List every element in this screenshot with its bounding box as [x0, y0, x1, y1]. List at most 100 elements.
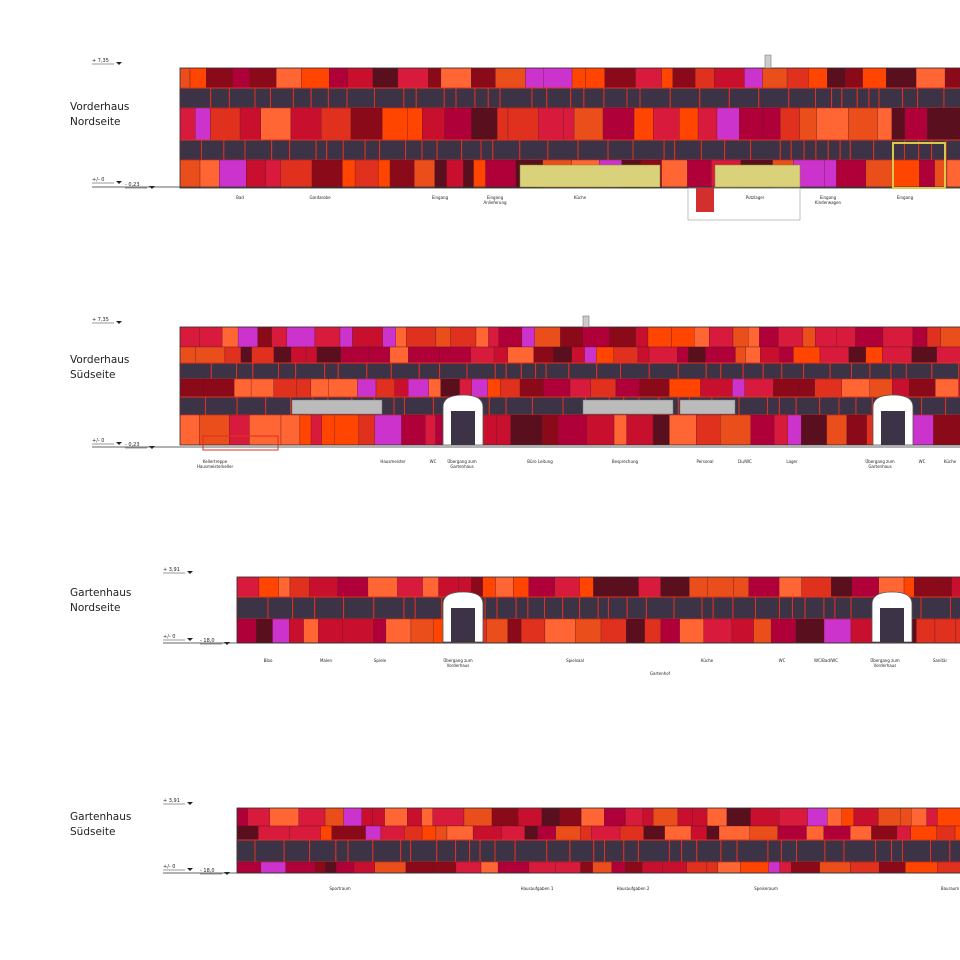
facade-tile [836, 326, 856, 348]
facade-tile [661, 67, 673, 89]
facade-tile [745, 346, 761, 364]
room-label: Lager [786, 459, 798, 464]
facade-tile [660, 576, 690, 598]
facade-tile [339, 326, 353, 348]
facade-tile [660, 618, 680, 644]
level-marker [116, 442, 122, 445]
window-band [314, 596, 345, 620]
window-band [663, 139, 676, 161]
facade-tile [280, 159, 313, 189]
facade-tile [487, 378, 501, 398]
facade-tile [703, 618, 732, 644]
facade-tile [395, 326, 407, 348]
window-band [488, 396, 507, 416]
window-band [637, 839, 670, 863]
facade-tile [584, 346, 597, 364]
window-band [418, 362, 441, 380]
window-band [494, 362, 507, 380]
window-band [520, 362, 537, 380]
window-band [545, 362, 570, 380]
window-band [791, 596, 806, 620]
facade-tile [538, 107, 564, 141]
room-label: Besprechung [612, 459, 639, 464]
facade-tile [592, 861, 612, 874]
window-band [479, 839, 496, 863]
facade-tile [641, 861, 663, 874]
room-label: Speiseraum [754, 886, 778, 891]
facade-tile [524, 825, 538, 841]
room-label: WC/Bad/WC [814, 658, 838, 663]
facade-tile [459, 378, 472, 398]
facade-tile [816, 107, 849, 141]
window-band [346, 87, 375, 109]
window-band [436, 839, 457, 863]
window-band [720, 839, 738, 863]
facade-tile [237, 326, 258, 348]
window-band [393, 396, 405, 416]
facade-tile [320, 825, 332, 841]
window-band [804, 596, 825, 620]
facade-tile [407, 107, 423, 141]
facade-tile [439, 346, 471, 364]
facade-tile [496, 414, 511, 446]
window-band [415, 87, 445, 109]
facade-tile [273, 378, 297, 398]
facade-tile [635, 67, 662, 89]
window-band [720, 362, 744, 380]
facade-tile [823, 825, 851, 841]
window-band [681, 839, 698, 863]
room-label: Spiele [374, 658, 387, 663]
facade-tile [239, 107, 261, 141]
window-band [669, 87, 701, 109]
facade-tile [299, 414, 312, 446]
room-label: Personal [696, 459, 713, 464]
window-band [623, 839, 639, 863]
room-label: Anlieferung [483, 200, 507, 205]
facade-tile [389, 346, 409, 364]
window-band [228, 87, 256, 109]
facade-tile [753, 618, 772, 644]
facade-tile [257, 326, 272, 348]
window-band [958, 362, 960, 380]
window-band [547, 139, 579, 161]
window-band [324, 362, 339, 380]
window-band [788, 87, 817, 109]
facade-tile [915, 67, 946, 89]
window-band [309, 839, 337, 863]
facade-tile [940, 326, 960, 348]
window-band [795, 396, 821, 416]
window-band [310, 87, 329, 109]
facade-tile [236, 807, 248, 827]
facade-tile [590, 825, 621, 841]
section-title: Gartenhaus [70, 587, 131, 599]
facade-tile [507, 346, 535, 364]
facade-tile [384, 807, 408, 827]
facade-tile [316, 346, 342, 364]
facade-tile [521, 326, 535, 348]
facade-tile [493, 346, 509, 364]
window-band [823, 596, 836, 620]
facade-tile [179, 159, 201, 189]
window-band [901, 839, 932, 863]
facade-tile [780, 107, 800, 141]
facade-tile [475, 326, 489, 348]
section-title: Gartenhaus [70, 811, 131, 823]
window-band [315, 139, 328, 161]
facade-tile [195, 107, 211, 141]
facade-tile [774, 414, 788, 446]
facade-tile [310, 414, 322, 446]
room-label: Gartenhaus [450, 464, 473, 469]
facade-tile [343, 807, 362, 827]
facade-tile [569, 378, 592, 398]
room-label: Eingang [487, 195, 504, 200]
facade-tile [826, 414, 848, 446]
window-band [283, 839, 311, 863]
facade-tile [421, 807, 433, 827]
facade-tile [199, 414, 230, 446]
window-band [562, 596, 581, 620]
window-band [252, 362, 280, 380]
facade-tile [350, 107, 383, 141]
window-band [607, 139, 634, 161]
facade-tile [310, 378, 329, 398]
window-band [603, 87, 628, 109]
